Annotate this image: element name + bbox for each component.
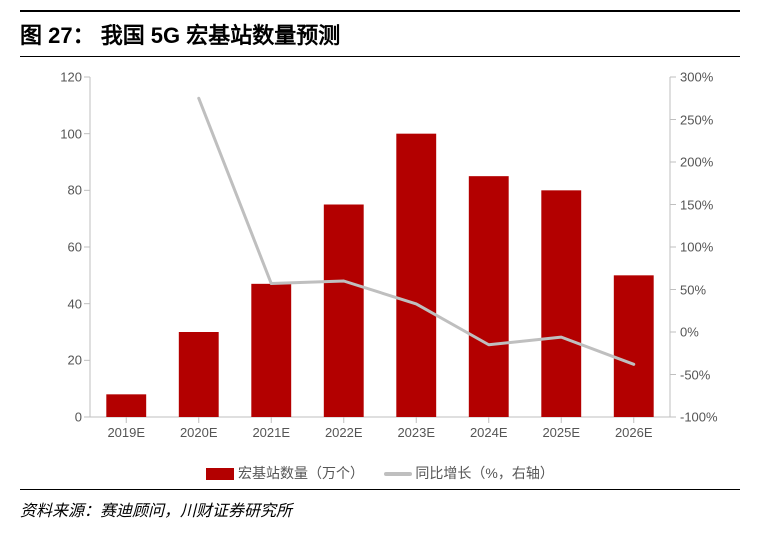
figure-title-bar: 图 27： 我国 5G 宏基站数量预测 <box>20 10 740 57</box>
y-right-tick-label: 250% <box>680 112 730 127</box>
figure-container: 图 27： 我国 5G 宏基站数量预测 宏基站数量（万个） 同比增长（%，右轴）… <box>0 0 760 560</box>
x-tick-label: 2020E <box>180 425 218 440</box>
y-right-tick-label: 50% <box>680 282 730 297</box>
y-left-tick-label: 60 <box>42 240 82 255</box>
y-right-tick-label: 200% <box>680 155 730 170</box>
y-right-tick-label: 300% <box>680 70 730 85</box>
legend-line-label: 同比增长（%，右轴） <box>415 465 553 481</box>
x-tick-label: 2023E <box>397 425 435 440</box>
y-left-tick-label: 40 <box>42 296 82 311</box>
x-tick-label: 2025E <box>542 425 580 440</box>
x-tick-label: 2019E <box>107 425 145 440</box>
y-right-tick-label: 150% <box>680 197 730 212</box>
y-right-tick-label: -100% <box>680 410 730 425</box>
figure-title: 图 27： 我国 5G 宏基站数量预测 <box>20 18 340 50</box>
x-tick-label: 2026E <box>615 425 653 440</box>
legend-line-swatch <box>384 472 412 476</box>
legend-bar-swatch <box>206 468 234 480</box>
x-tick-label: 2024E <box>470 425 508 440</box>
y-right-tick-label: 100% <box>680 240 730 255</box>
legend-bar-label: 宏基站数量（万个） <box>238 465 364 481</box>
chart-area: 宏基站数量（万个） 同比增长（%，右轴） 0 20 40 60 80 100 120 -100… <box>20 57 740 487</box>
y-left-tick-label: 120 <box>42 70 82 85</box>
y-left-tick-label: 20 <box>42 353 82 368</box>
y-right-tick-label: -50% <box>680 367 730 382</box>
y-left-tick-label: 80 <box>42 183 82 198</box>
source-text: 资料来源：赛迪顾问，川财证券研究所 <box>20 491 740 521</box>
chart-svg <box>20 57 740 452</box>
y-right-tick-label: 0% <box>680 325 730 340</box>
chart-legend: 宏基站数量（万个） 同比增长（%，右轴） <box>20 463 740 483</box>
y-left-tick-label: 100 <box>42 126 82 141</box>
x-tick-label: 2021E <box>252 425 290 440</box>
y-left-tick-label: 0 <box>42 410 82 425</box>
x-tick-label: 2022E <box>325 425 363 440</box>
